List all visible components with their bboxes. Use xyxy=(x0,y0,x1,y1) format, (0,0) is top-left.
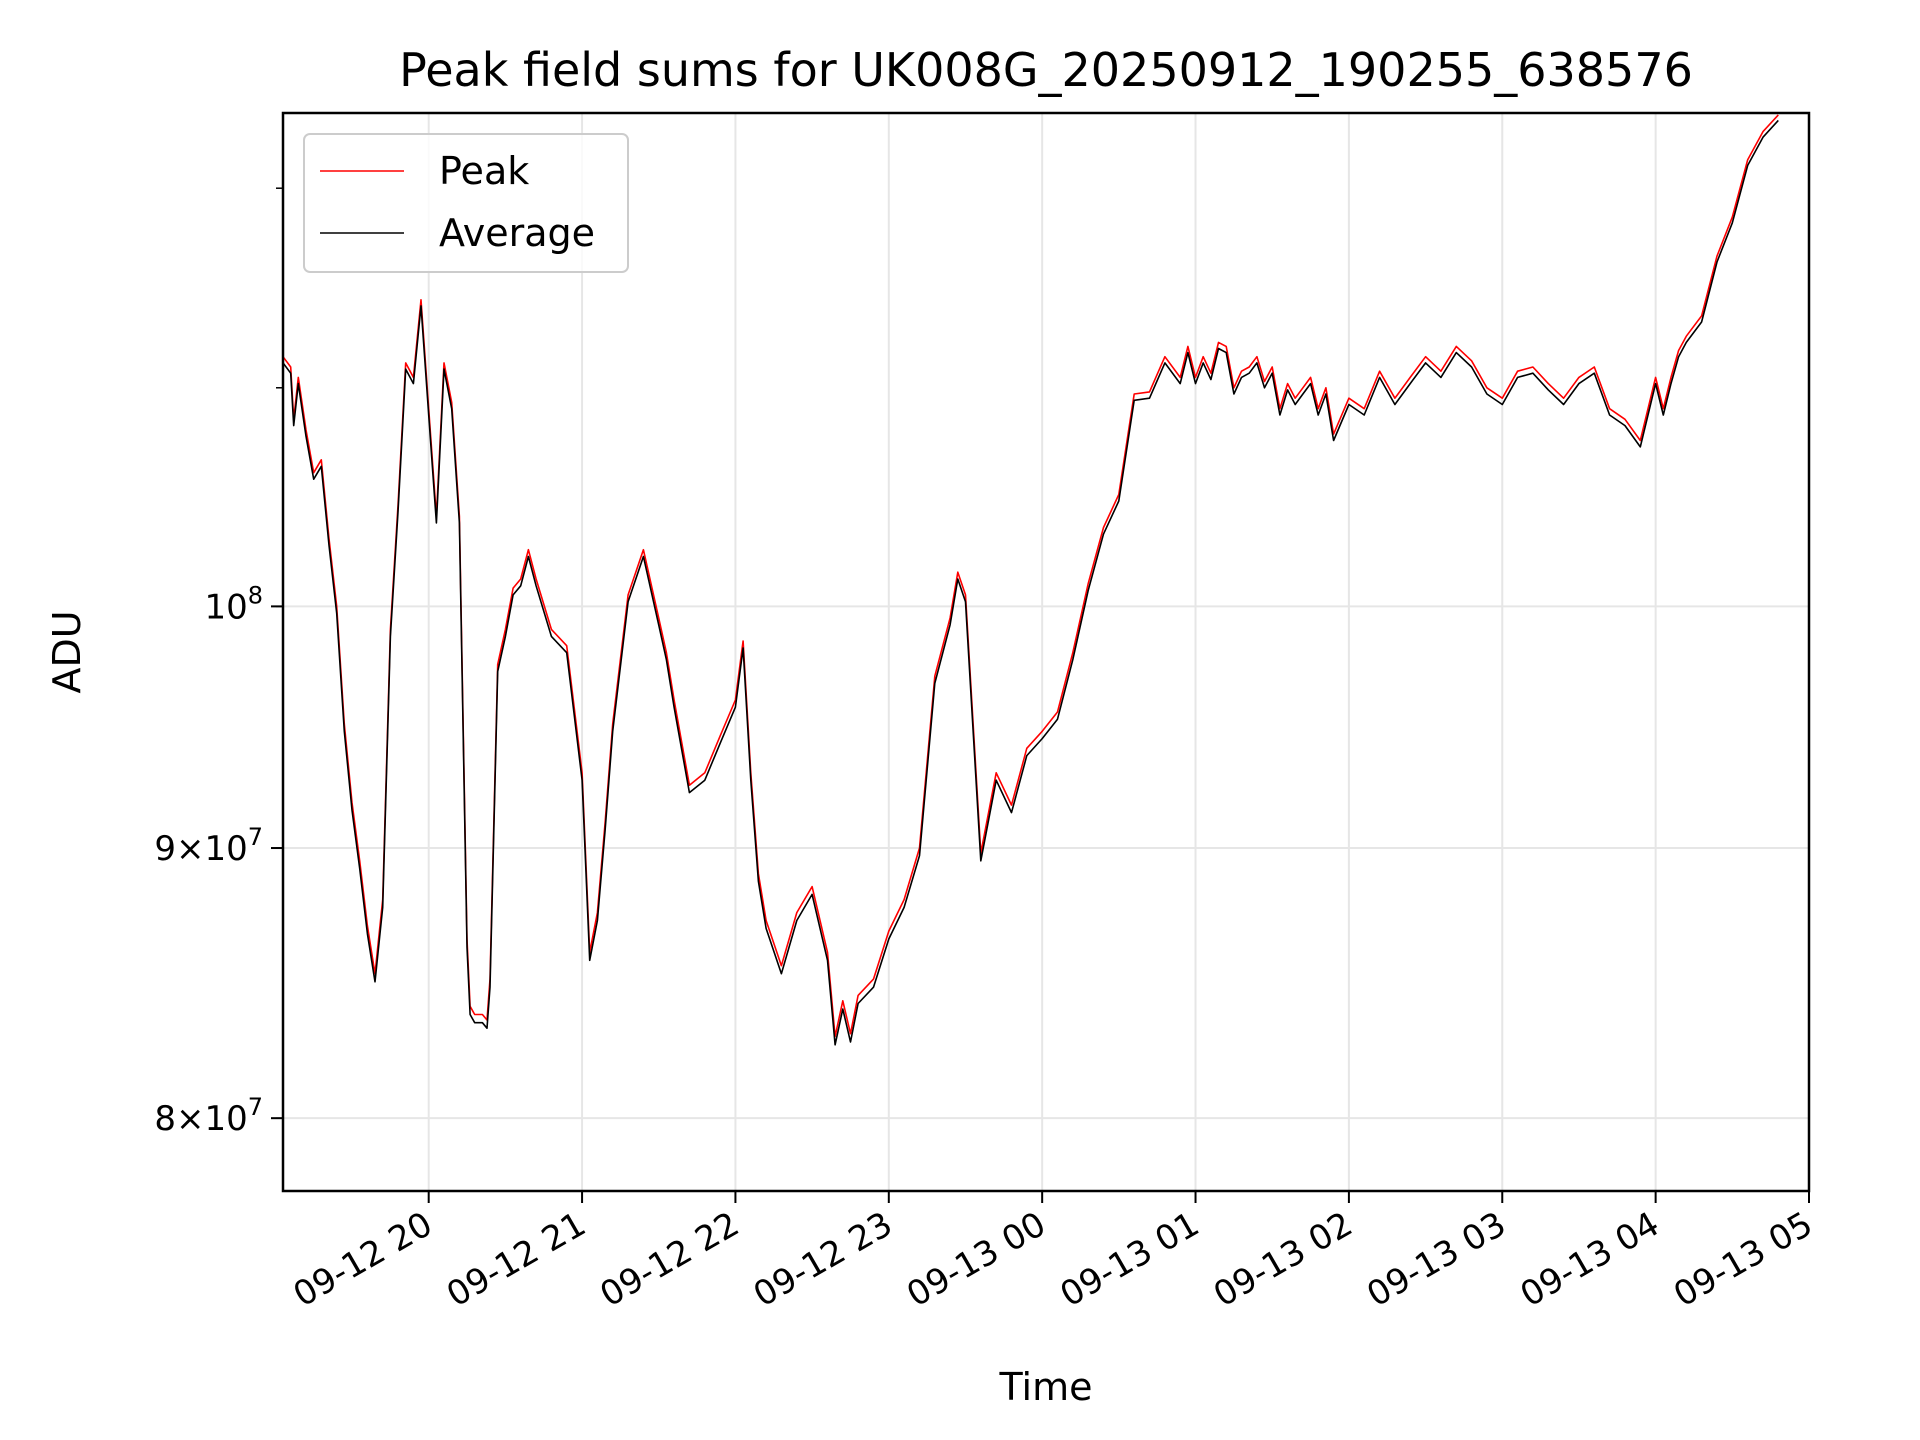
x-tick-label: 09-13 00 xyxy=(900,1204,1052,1315)
legend-box xyxy=(303,133,629,273)
legend: Peak Average xyxy=(303,133,629,273)
x-tick-label: 09-13 05 xyxy=(1667,1204,1819,1315)
grid xyxy=(283,113,1810,1191)
x-tick-label: 09-13 04 xyxy=(1514,1204,1666,1315)
x-tick-label: 09-13 02 xyxy=(1207,1204,1359,1315)
x-axis-label: Time xyxy=(999,1365,1093,1409)
x-tick-label: 09-13 03 xyxy=(1360,1204,1512,1315)
y-tick-label: 9×107 xyxy=(154,823,263,869)
x-axis-ticks: 09-12 20 09-12 21 09-12 22 09-12 23 09-13 00… xyxy=(287,1191,1820,1315)
plot-lines xyxy=(282,114,1779,1046)
y-axis-label: ADU xyxy=(45,610,89,693)
plot-frame xyxy=(281,111,1811,1193)
y-axis-ticks: 8×107 9×107 108 xyxy=(154,187,283,1139)
series-line-average xyxy=(282,119,1779,1046)
x-tick-label: 09-12 22 xyxy=(594,1204,746,1315)
x-tick-label: 09-12 21 xyxy=(440,1204,592,1315)
x-tick-label: 09-13 01 xyxy=(1054,1204,1206,1315)
x-tick-label: 09-12 23 xyxy=(747,1204,899,1315)
y-tick-label: 108 xyxy=(204,581,263,627)
chart-title: Peak field sums for UK008G_20250912_1902… xyxy=(399,43,1693,97)
legend-label-average: Average xyxy=(439,211,595,255)
y-tick-label: 8×107 xyxy=(154,1093,263,1139)
legend-label-peak: Peak xyxy=(439,149,529,193)
x-tick-label: 09-12 20 xyxy=(287,1204,439,1315)
